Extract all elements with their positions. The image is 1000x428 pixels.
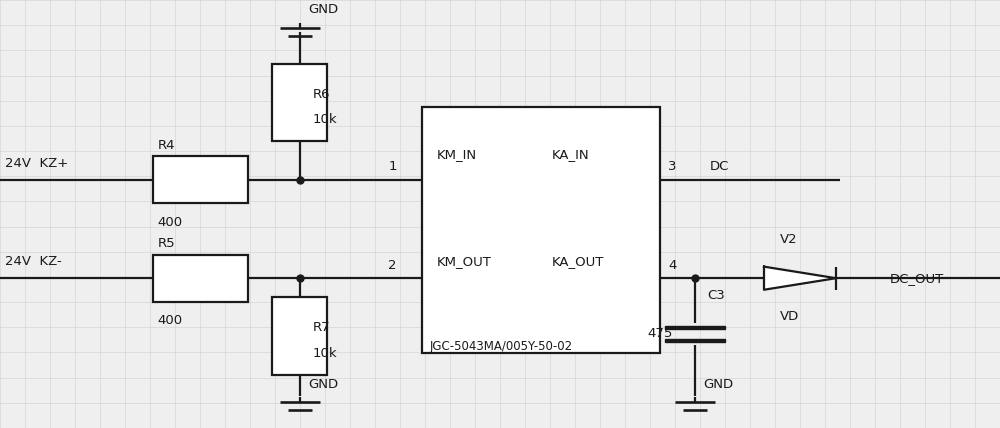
Text: GND: GND (308, 378, 338, 391)
Text: 24V  KZ-: 24V KZ- (5, 256, 62, 268)
Text: 4: 4 (668, 259, 676, 272)
Text: KM_OUT: KM_OUT (437, 255, 492, 268)
Text: R5: R5 (158, 238, 175, 250)
Text: KA_IN: KA_IN (552, 148, 590, 160)
Text: 10k: 10k (313, 113, 338, 126)
Text: 400: 400 (158, 216, 183, 229)
Bar (272, 297, 327, 374)
Text: V2: V2 (780, 233, 798, 246)
Text: R4: R4 (158, 139, 175, 152)
Text: C3: C3 (707, 289, 725, 302)
Polygon shape (665, 326, 725, 329)
Text: 3: 3 (668, 160, 676, 173)
Bar (272, 64, 327, 141)
Text: KA_OUT: KA_OUT (552, 255, 604, 268)
Text: GND: GND (308, 3, 338, 16)
Bar (153, 255, 248, 302)
Text: 24V  KZ+: 24V KZ+ (5, 157, 68, 170)
Text: 475: 475 (647, 327, 672, 340)
Bar (153, 156, 248, 203)
Text: R6: R6 (313, 88, 330, 101)
Text: DC_OUT: DC_OUT (890, 272, 944, 285)
Text: R7: R7 (313, 321, 331, 334)
Text: JGC-5043MA/005Y-50-02: JGC-5043MA/005Y-50-02 (430, 340, 573, 353)
Text: DC: DC (710, 160, 729, 173)
Text: 2: 2 (388, 259, 397, 272)
Text: GND: GND (703, 378, 733, 391)
Text: 400: 400 (158, 315, 183, 327)
Polygon shape (764, 267, 836, 290)
Text: 1: 1 (388, 160, 397, 173)
Text: 10k: 10k (313, 347, 338, 360)
Text: VD: VD (780, 310, 799, 323)
Bar (422, 107, 660, 353)
Polygon shape (665, 339, 725, 342)
Text: KM_IN: KM_IN (437, 148, 477, 160)
